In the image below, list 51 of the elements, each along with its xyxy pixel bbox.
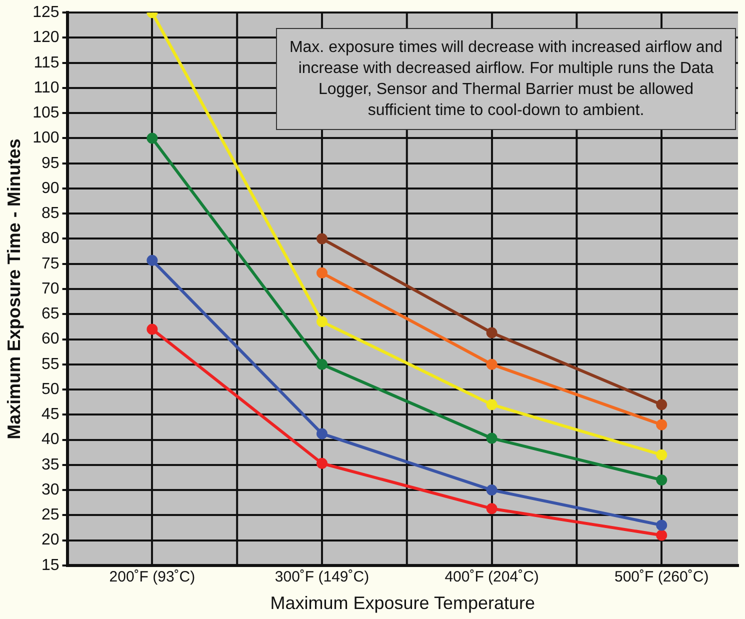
- y-tick-label: 105: [32, 104, 60, 122]
- point: [486, 399, 498, 410]
- point: [146, 254, 158, 266]
- point: [656, 419, 668, 430]
- y-tick-label: 90: [42, 180, 60, 197]
- x-axis-title: Maximum Exposure Temperature: [270, 593, 536, 614]
- y-tick-label: 65: [42, 306, 60, 323]
- point: [656, 449, 668, 460]
- point: [486, 503, 498, 514]
- y-tick-label: 50: [42, 380, 60, 398]
- point: [486, 358, 498, 370]
- point: [316, 316, 328, 328]
- y-tick-label: 115: [34, 54, 60, 72]
- y-tick-label: 60: [42, 330, 60, 348]
- x-tick-label: 500˚F (260˚C): [614, 568, 709, 586]
- y-tick-label: 25: [42, 506, 60, 524]
- point: [316, 267, 328, 278]
- point: [656, 530, 668, 541]
- y-tick-label: 55: [42, 356, 60, 373]
- y-tick-label: 75: [42, 255, 60, 272]
- point: [316, 458, 328, 469]
- point: [486, 432, 498, 444]
- y-tick-label: 30: [42, 481, 60, 498]
- point: [316, 233, 328, 244]
- point: [486, 327, 498, 338]
- y-tick-label: 80: [42, 230, 60, 248]
- y-tick-label: 110: [34, 79, 60, 96]
- point: [146, 324, 158, 335]
- x-tick-label: 200˚F (93˚C): [109, 568, 196, 586]
- y-tick-label: 85: [42, 205, 60, 222]
- y-tick-label: 125: [32, 4, 60, 22]
- point: [656, 399, 668, 410]
- y-tick-label: 40: [42, 431, 60, 448]
- annotation: Max. exposure times will decrease with increased airflow and increase with decreased airflow. For multiple runs the Data Logger, Sensor and Thermal Barrier must be allowed sufficient time to cool-down to ambient.: [276, 28, 736, 130]
- y-tick-label: 120: [32, 29, 60, 46]
- x-tick-label: 400˚F (204˚C): [444, 568, 539, 586]
- y-axis-title: Maximum Exposure Time - Minutes: [4, 138, 24, 440]
- point: [486, 484, 498, 496]
- y-tick-label: 100: [32, 130, 60, 147]
- point: [656, 474, 668, 486]
- point: [656, 520, 668, 531]
- y-tick-label: 45: [42, 406, 60, 424]
- y-tick-label: 35: [42, 456, 60, 474]
- y-tick-label: 95: [42, 154, 60, 172]
- x-tick-label: 300˚F (149˚C): [274, 568, 370, 586]
- y-tick-label: 70: [42, 280, 60, 298]
- point: [316, 428, 328, 440]
- point: [146, 132, 158, 144]
- y-tick-label: 15: [42, 556, 60, 574]
- y-tick-label: 20: [42, 532, 60, 549]
- point: [316, 358, 328, 370]
